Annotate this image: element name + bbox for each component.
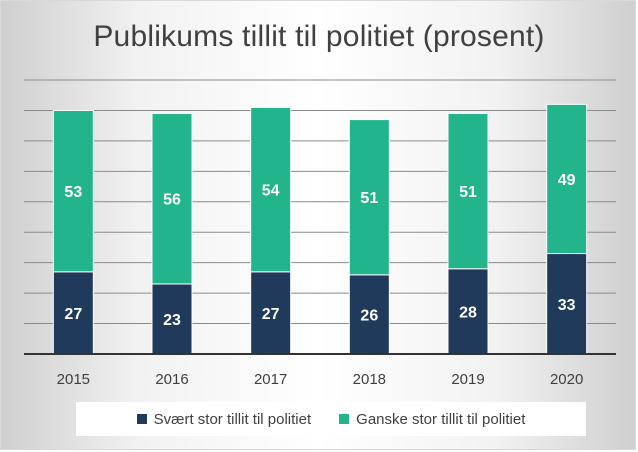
bar-segment xyxy=(348,274,390,355)
legend: Svært stor tillit til politiet Ganske st… xyxy=(76,402,586,436)
legend-label-series-1: Svært stor tillit til politiet xyxy=(153,410,312,428)
legend-item-series-1: Svært stor tillit til politiet xyxy=(136,410,312,428)
x-tick-label: 2015 xyxy=(57,371,90,388)
bar-segment xyxy=(348,119,390,276)
x-tick-label: 2020 xyxy=(550,371,583,388)
bar-segment xyxy=(151,112,193,285)
data-label: 26 xyxy=(360,307,378,324)
bar-segment xyxy=(250,106,292,273)
data-label: 28 xyxy=(459,304,477,321)
x-tick-label: 2019 xyxy=(451,371,484,388)
x-tick-label: 2016 xyxy=(155,371,188,388)
bar-segment xyxy=(447,268,489,355)
legend-item-series-2: Ganske stor tillit til politiet xyxy=(339,411,525,428)
data-label: 49 xyxy=(558,172,576,189)
bar-segment xyxy=(546,103,588,255)
legend-label-series-2: Ganske stor tillit til politiet xyxy=(356,410,526,428)
bar-segment xyxy=(447,112,489,270)
data-label: 56 xyxy=(163,192,181,209)
data-label: 53 xyxy=(64,184,82,201)
data-label: 54 xyxy=(262,183,280,200)
x-tick-label: 2018 xyxy=(353,371,386,388)
chart-title: Publikums tillit til politiet (prosent) xyxy=(93,20,545,53)
x-tick-label: 2017 xyxy=(254,371,287,388)
bar-segment xyxy=(52,109,94,273)
data-label: 51 xyxy=(360,190,378,207)
data-label: 33 xyxy=(558,297,576,314)
data-label: 27 xyxy=(262,306,280,323)
data-label: 51 xyxy=(459,184,477,201)
data-label: 23 xyxy=(163,312,181,329)
data-label: 27 xyxy=(64,306,82,323)
legend-swatch-series-2 xyxy=(339,414,350,424)
bar-segment xyxy=(546,253,588,355)
legend-swatch-series-1 xyxy=(136,414,147,424)
